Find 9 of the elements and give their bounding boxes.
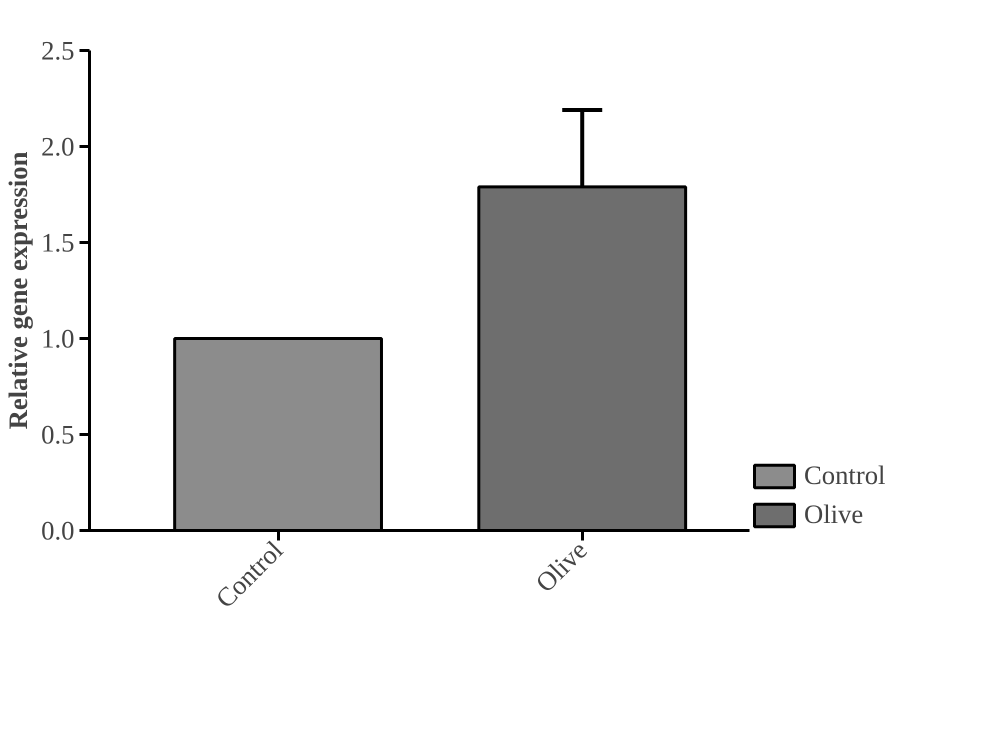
y-tick-label: 1.5: [41, 228, 75, 258]
y-tick-label: 0.0: [41, 516, 75, 546]
y-tick-label: 2.5: [41, 36, 75, 66]
y-tick-label: 2.0: [41, 132, 75, 162]
y-tick-label: 0.5: [41, 420, 75, 450]
y-tick-label: 1.0: [41, 324, 75, 354]
y-axis-title: Relative gene expression: [3, 151, 34, 430]
legend-label: Olive: [804, 499, 864, 530]
legend-label: Control: [804, 460, 886, 491]
